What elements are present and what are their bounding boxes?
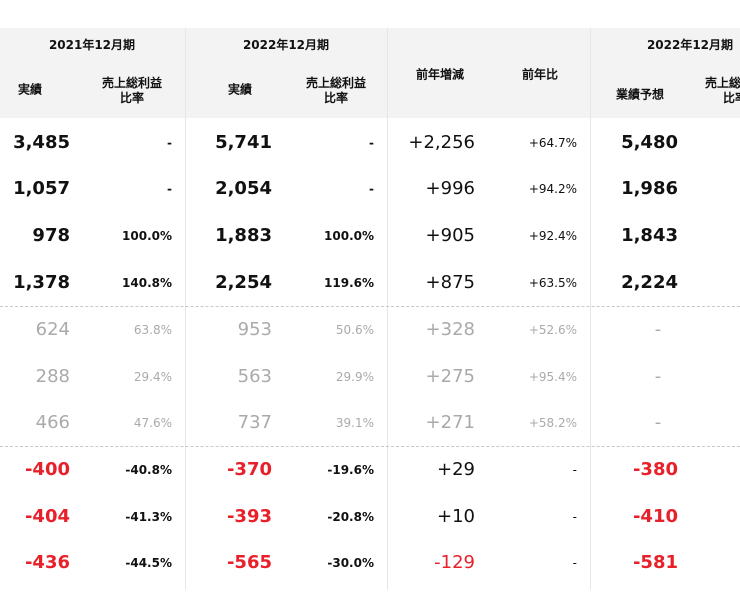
table-cell: +328: [425, 319, 475, 340]
table-cell: 3,485: [13, 132, 70, 153]
period-header: 2021年12月期: [48, 38, 136, 52]
table-cell: -: [654, 319, 662, 340]
table-cell: +64.7%: [528, 136, 577, 150]
table-cell: 2,054: [215, 178, 272, 199]
table-cell: +905: [425, 225, 475, 246]
column-header: 前年比: [521, 67, 558, 82]
table-cell: +63.5%: [528, 276, 577, 290]
table-cell: -: [572, 463, 577, 477]
header-band: [0, 28, 740, 118]
table-cell: -: [654, 366, 662, 387]
table-cell: 1,843: [621, 225, 678, 246]
column-header: 実績: [17, 82, 42, 97]
column-divider: [185, 28, 186, 590]
period-header: 2022年12月期: [242, 38, 330, 52]
table-cell: -129: [434, 552, 475, 573]
table-cell: 1,057: [13, 178, 70, 199]
table-cell: +271: [425, 412, 475, 433]
table-cell: 1,378: [13, 272, 70, 293]
table-cell: -: [369, 182, 374, 196]
table-cell: 953: [237, 319, 272, 340]
row-divider: [0, 306, 740, 307]
table-cell: 1,883: [215, 225, 272, 246]
table-cell: 119.6%: [324, 276, 374, 290]
table-cell: 50.6%: [335, 323, 374, 337]
table-cell: +52.6%: [528, 323, 577, 337]
column-divider: [590, 28, 591, 590]
table-cell: -19.6%: [327, 463, 374, 477]
table-cell: 140.8%: [122, 276, 172, 290]
table-cell: -: [572, 510, 577, 524]
table-cell: 29.9%: [335, 370, 374, 384]
table-cell: 5,480: [621, 132, 678, 153]
table-cell: -436: [24, 552, 70, 573]
table-cell: -30.0%: [327, 556, 374, 570]
table-cell: -: [572, 556, 577, 570]
table-cell: 1,986: [621, 178, 678, 199]
table-cell: -40.8%: [125, 463, 172, 477]
table-cell: -: [167, 182, 172, 196]
column-header: 業績予想: [615, 87, 664, 102]
table-cell: 100.0%: [324, 229, 374, 243]
table-cell: 100.0%: [122, 229, 172, 243]
table-cell: -: [369, 136, 374, 150]
table-cell: +996: [425, 178, 475, 199]
table-cell: 737: [237, 412, 272, 433]
column-header: 売上総利益比率: [704, 76, 740, 105]
table-cell: 47.6%: [133, 416, 172, 430]
column-divider: [387, 28, 388, 590]
table-cell: -380: [632, 459, 678, 480]
table-cell: +875: [425, 272, 475, 293]
table-cell: -581: [632, 552, 678, 573]
column-header: 前年増減: [415, 67, 464, 82]
table-cell: -565: [226, 552, 272, 573]
table-cell: +58.2%: [528, 416, 577, 430]
table-cell: 29.4%: [133, 370, 172, 384]
table-cell: -: [167, 136, 172, 150]
table-cell: 978: [32, 225, 70, 246]
table-cell: +275: [425, 366, 475, 387]
table-cell: 466: [35, 412, 70, 433]
table-cell: +92.4%: [528, 229, 577, 243]
column-header: 実績: [227, 82, 252, 97]
table-cell: 2,224: [621, 272, 678, 293]
table-cell: -20.8%: [327, 510, 374, 524]
table-cell: +10: [437, 506, 475, 527]
table-cell: -370: [226, 459, 272, 480]
table-cell: -: [654, 412, 662, 433]
table-cell: -393: [226, 506, 272, 527]
table-cell: 624: [35, 319, 70, 340]
table-cell: 2,254: [215, 272, 272, 293]
table-cell: -44.5%: [125, 556, 172, 570]
period-header: 2022年12月期: [646, 38, 734, 52]
table-cell: 5,741: [215, 132, 272, 153]
table-cell: -400: [24, 459, 70, 480]
column-header: 売上総利益比率: [101, 76, 162, 105]
row-divider: [0, 446, 740, 447]
table-cell: 63.8%: [133, 323, 172, 337]
table-cell: +95.4%: [528, 370, 577, 384]
table-cell: 39.1%: [335, 416, 374, 430]
table-cell: +2,256: [408, 132, 475, 153]
table-cell: 288: [35, 366, 70, 387]
table-cell: 563: [237, 366, 272, 387]
table-cell: -41.3%: [125, 510, 172, 524]
table-cell: -410: [632, 506, 678, 527]
table-cell: +94.2%: [528, 182, 577, 196]
table-cell: +29: [437, 459, 475, 480]
table-cell: -404: [24, 506, 70, 527]
column-header: 売上総利益比率: [305, 76, 366, 105]
